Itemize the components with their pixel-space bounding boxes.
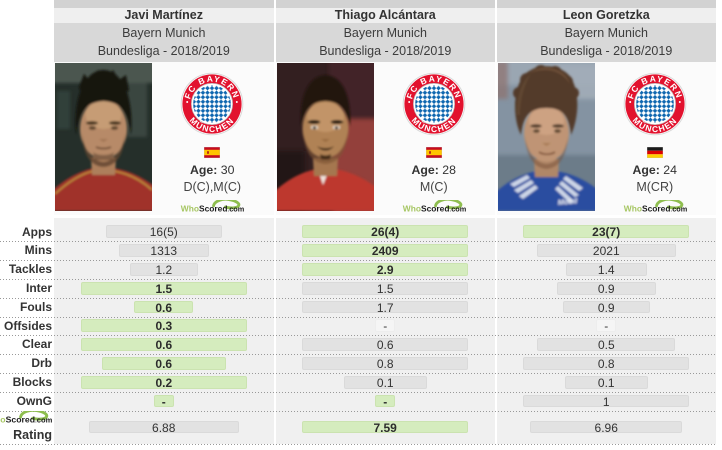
svg-text:Mobil: Mobil (557, 196, 578, 207)
svg-text:WhoScored.com: WhoScored.com (403, 203, 466, 213)
svg-text:WhoScored.com: WhoScored.com (624, 203, 687, 213)
svg-text:WhoScored.com: WhoScored.com (181, 203, 244, 213)
svg-text:WhoScored.com: WhoScored.com (0, 414, 52, 424)
